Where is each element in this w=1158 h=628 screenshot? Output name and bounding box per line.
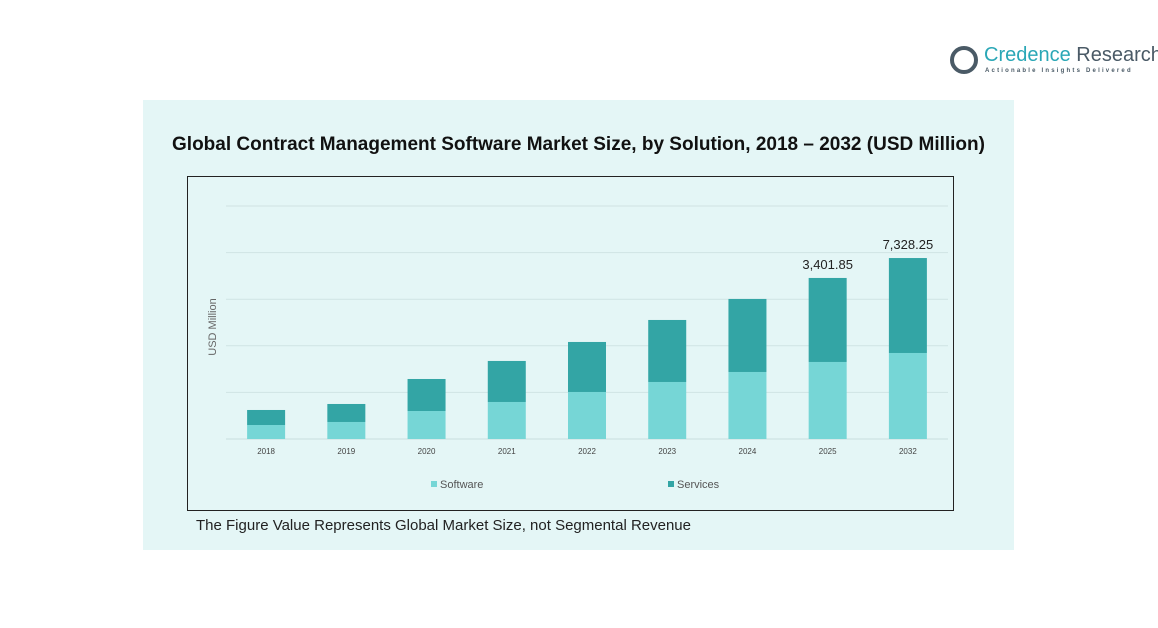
- x-tick-label: 2024: [739, 447, 757, 456]
- logo-name: Credence Research: [984, 44, 1158, 67]
- credence-research-logo: Credence Research Actionable Insights De…: [950, 44, 1158, 84]
- bar-services-2020: [407, 378, 446, 411]
- bar-services-2019: [327, 403, 366, 422]
- x-tick-label: 2022: [578, 447, 596, 456]
- bar-software-2022: [568, 391, 606, 439]
- bar-services-2024: [728, 298, 767, 372]
- legend-label-software: Software: [440, 479, 483, 491]
- bar-services-2025: [808, 277, 847, 362]
- x-tick-label: 2023: [658, 447, 676, 456]
- x-tick-label: 2019: [337, 447, 355, 456]
- logo-name-a: Credence: [984, 44, 1071, 66]
- logo-tagline: Actionable Insights Delivered: [985, 68, 1133, 74]
- footnote: The Figure Value Represents Global Marke…: [196, 517, 691, 534]
- x-tick-label: 2025: [819, 447, 837, 456]
- bar-services-2023: [648, 319, 687, 382]
- bar-services-2018: [247, 409, 286, 425]
- bar-software-2032: [888, 352, 927, 439]
- chart-title: Global Contract Management Software Mark…: [172, 134, 985, 155]
- logo-chart-icon: [950, 46, 978, 74]
- data-label-2025: 3,401.85: [802, 257, 853, 272]
- bar-software-2025: [808, 361, 847, 439]
- x-tick-label: 2020: [418, 447, 436, 456]
- legend-label-services: Services: [677, 479, 720, 491]
- bar-software-2023: [648, 381, 687, 439]
- stacked-bar-chart: USD Million 2018 2019 2020 2021 2022 2023 2024 2…: [207, 205, 948, 491]
- bar-services-2022: [568, 341, 606, 392]
- x-tick-label: 2032: [899, 447, 917, 456]
- bar-software-2021: [487, 401, 526, 439]
- legend-swatch-services: [668, 481, 674, 487]
- bar-software-2024: [728, 371, 767, 439]
- data-label-2032: 7,328.25: [883, 237, 934, 252]
- x-tick-label: 2018: [257, 447, 275, 456]
- bar-software-2020: [407, 410, 446, 439]
- chart-panel: Global Contract Management Software Mark…: [143, 100, 1014, 550]
- x-tick-label: 2021: [498, 447, 516, 456]
- bar-services-2021: [487, 360, 526, 402]
- bar-software-2019: [327, 421, 366, 439]
- bar-software-2018: [247, 424, 286, 439]
- bar-services-2032: [888, 258, 927, 353]
- logo-name-b: Research: [1076, 44, 1158, 66]
- chart-frame: USD Million 2018 2019 2020 2021 2022 2023 2024 2…: [187, 176, 954, 511]
- legend-swatch-software: [431, 481, 437, 487]
- y-axis-label: USD Million: [207, 298, 219, 355]
